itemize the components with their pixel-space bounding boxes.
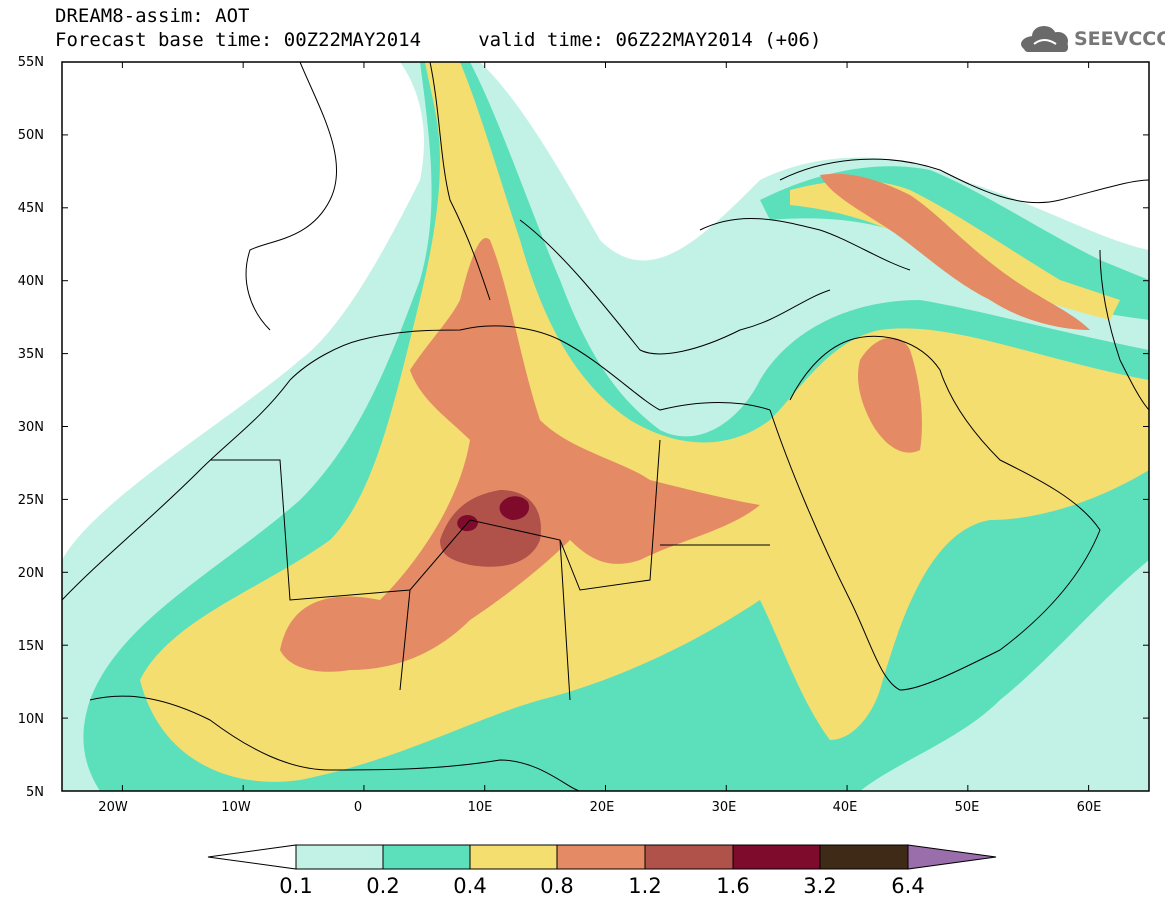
lon-label: 50E — [954, 800, 980, 815]
colorbar-label: 1.6 — [716, 874, 750, 898]
colorbar-label: 3.2 — [803, 874, 837, 898]
coastlines — [62, 62, 1149, 791]
aot-band-0.8-arabia — [858, 337, 922, 453]
colorbar-label: 0.4 — [453, 874, 487, 898]
colorbar-label: 0.8 — [540, 874, 574, 898]
lon-label: 40E — [832, 800, 858, 815]
colorbar-bin-1 — [382, 844, 471, 870]
colorbar-bin-3 — [556, 844, 646, 870]
colorbar-bin-4 — [644, 844, 734, 870]
cloud-icon — [1021, 26, 1068, 52]
colorbar-bin-0 — [295, 844, 384, 870]
lat-label: 5N — [26, 785, 44, 800]
lat-label: 55N — [17, 55, 44, 70]
lon-label: 10W — [221, 800, 251, 815]
map-title: DREAM8-assim: AOT — [55, 5, 250, 27]
colorbar-label: 0.1 — [279, 874, 313, 898]
lat-label: 40N — [17, 274, 44, 289]
colorbar-label: 1.2 — [628, 874, 662, 898]
colorbar-low-arrow — [207, 844, 297, 870]
lat-label: 10N — [17, 712, 44, 727]
lon-label: 20W — [98, 800, 128, 815]
lon-label: 60E — [1076, 800, 1102, 815]
colorbar-bin-6 — [819, 844, 909, 870]
colorbar-label: 6.4 — [891, 874, 925, 898]
lon-label: 0 — [353, 800, 363, 815]
lat-label: 35N — [17, 347, 44, 362]
lat-label: 45N — [17, 201, 44, 216]
aot-shading — [62, 62, 1149, 791]
lon-label: 20E — [589, 800, 615, 815]
map-subtitle: Forecast base time: 00Z22MAY2014 valid t… — [55, 29, 822, 51]
colorbar-high-arrow — [907, 844, 997, 870]
colorbar — [207, 844, 997, 870]
logo-text: SEEVCCC — [1074, 28, 1165, 50]
aot-band-1.6-a — [499, 496, 530, 520]
lat-label: 20N — [17, 566, 44, 581]
aot-band-0.8 — [280, 238, 760, 672]
lat-label: 15N — [17, 639, 44, 654]
lat-label: 50N — [17, 128, 44, 143]
lat-label: 30N — [17, 420, 44, 435]
colorbar-label: 0.2 — [366, 874, 400, 898]
lon-label: 10E — [467, 800, 493, 815]
lat-label: 25N — [17, 493, 44, 508]
colorbar-bin-5 — [732, 844, 821, 870]
lon-label: 30E — [711, 800, 737, 815]
aot-band-0.8-caucasus — [820, 173, 1090, 330]
axis-ticks — [62, 61, 1149, 792]
colorbar-bin-2 — [469, 844, 558, 870]
